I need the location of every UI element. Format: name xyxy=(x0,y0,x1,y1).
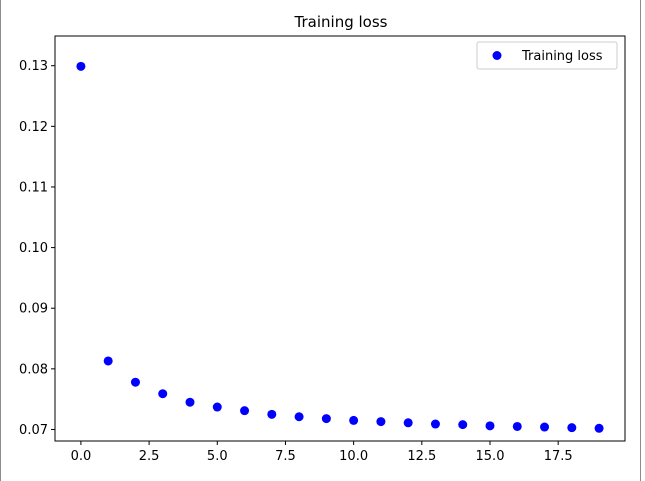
window-left-border xyxy=(0,0,1,481)
x-axis-ticks: 0.0 2.5 5.0 7.5 10.0 12.5 15.0 17.5 xyxy=(71,441,573,464)
x-tick-label: 12.5 xyxy=(407,449,436,464)
legend-label: Training loss xyxy=(521,49,603,64)
x-tick-label: 2.5 xyxy=(139,449,160,464)
x-tick-label: 15.0 xyxy=(476,449,505,464)
data-point xyxy=(158,389,168,399)
data-point xyxy=(130,377,140,387)
legend-marker xyxy=(492,51,502,60)
data-point xyxy=(403,418,413,428)
x-tick-label: 7.5 xyxy=(275,449,296,464)
data-point xyxy=(512,421,522,431)
data-point xyxy=(294,412,304,422)
y-tick-label: 0.07 xyxy=(19,423,48,438)
data-point xyxy=(376,417,386,427)
data-point xyxy=(76,61,86,71)
data-point xyxy=(458,420,468,430)
data-point xyxy=(321,414,331,424)
data-point xyxy=(349,415,359,425)
x-tick-label: 0.0 xyxy=(71,449,92,464)
window-right-border xyxy=(640,0,641,481)
data-point xyxy=(185,397,195,407)
x-tick-label: 17.5 xyxy=(544,449,573,464)
data-point xyxy=(567,423,577,433)
data-point xyxy=(267,409,277,419)
y-tick-label: 0.10 xyxy=(19,241,48,256)
plot-marks xyxy=(76,61,604,433)
legend: Training loss xyxy=(476,41,618,70)
y-tick-label: 0.11 xyxy=(19,180,48,195)
data-point xyxy=(240,406,250,416)
x-tick-label: 5.0 xyxy=(207,449,228,464)
data-point xyxy=(212,402,222,412)
data-point xyxy=(103,356,113,366)
y-tick-label: 0.09 xyxy=(19,302,48,317)
data-point xyxy=(430,419,440,429)
legend-box xyxy=(476,41,618,70)
y-tick-label: 0.08 xyxy=(19,362,48,377)
x-tick-label: 10.0 xyxy=(339,449,368,464)
y-axis-ticks: 0.07 0.08 0.09 0.10 0.11 0.12 0.13 xyxy=(19,59,55,438)
chart-title: Training loss xyxy=(294,13,388,31)
data-point xyxy=(594,423,604,433)
data-point xyxy=(485,421,495,431)
data-point xyxy=(540,422,550,432)
y-tick-label: 0.13 xyxy=(19,59,48,74)
y-tick-label: 0.12 xyxy=(19,120,48,135)
axes-frame xyxy=(54,35,626,442)
